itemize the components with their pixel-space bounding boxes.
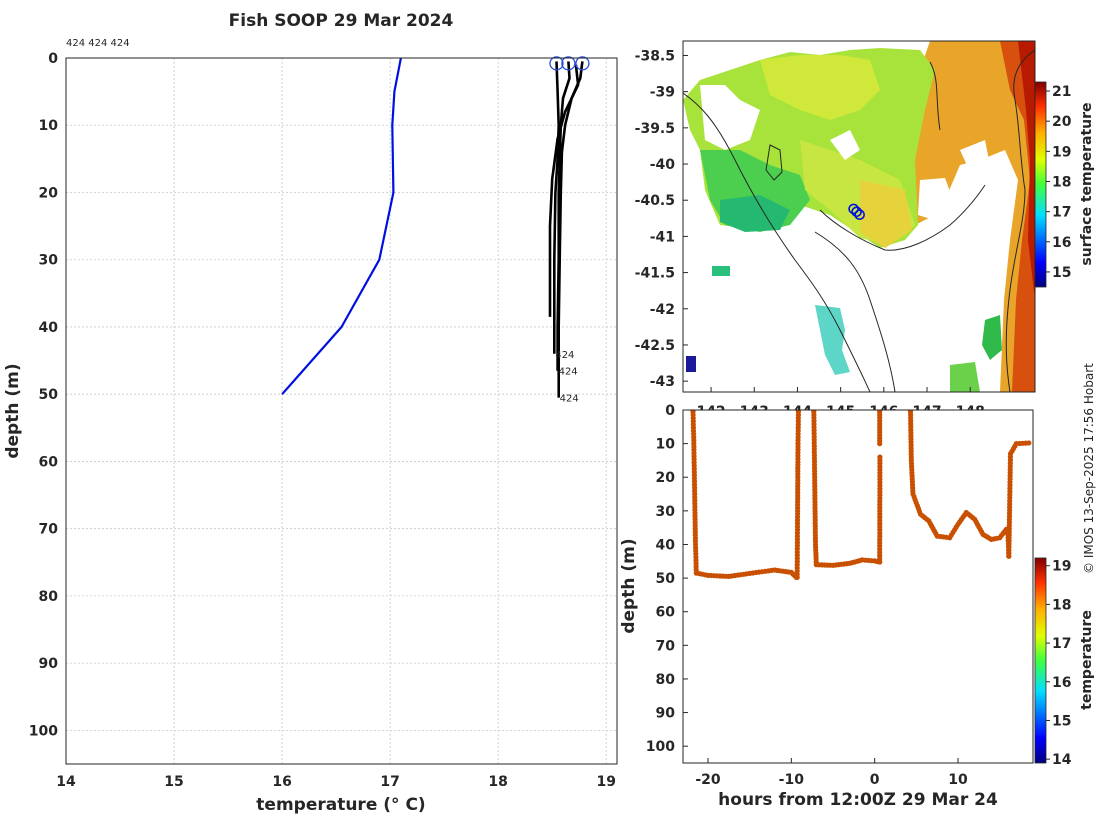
profile-line-reference bbox=[281, 58, 402, 395]
colorbar-tick-label: 21 bbox=[1052, 84, 1071, 100]
left-x-axis-label: temperature (° C) bbox=[256, 795, 425, 815]
x-tick-label: 18 bbox=[488, 774, 507, 790]
temperature-colorbar-ticks: 14 15 16 17 18 19 bbox=[1046, 559, 1072, 768]
y-tick-label: 20 bbox=[39, 185, 59, 201]
bottom-x-tick-label: 10 bbox=[948, 772, 968, 788]
colorbar-tick-label: 15 bbox=[1052, 265, 1071, 281]
map-y-tick-label: -39 bbox=[650, 85, 675, 101]
colorbar-tick-label: 18 bbox=[1052, 174, 1071, 190]
colorbar-tick-label: 18 bbox=[1052, 597, 1071, 613]
y-tick-label: 100 bbox=[29, 723, 58, 739]
y-tick-label: 60 bbox=[39, 454, 59, 470]
sst-field bbox=[683, 41, 1035, 392]
bottom-y-tick-label: 10 bbox=[656, 437, 676, 453]
profile-id-tag: 424 bbox=[555, 350, 574, 361]
y-tick-label: 80 bbox=[39, 589, 59, 605]
map-y-tick-label: -42 bbox=[650, 302, 675, 318]
bottom-x-tick-labels: -20 -10 0 10 bbox=[695, 758, 968, 788]
map-y-tick-label: -39.5 bbox=[635, 121, 675, 137]
y-tick-label: 90 bbox=[39, 656, 59, 672]
profile-start-marker bbox=[561, 56, 576, 71]
bottom-axes-frame bbox=[682, 409, 1034, 764]
y-tick-label: 0 bbox=[48, 51, 58, 67]
sst-colorbar-ticks: 15 16 17 18 19 20 21 bbox=[1046, 84, 1072, 281]
colorbar-tick-label: 17 bbox=[1052, 636, 1071, 652]
y-tick-label: 30 bbox=[39, 253, 59, 269]
bottom-x-axis-label: hours from 12:00Z 29 Mar 24 bbox=[718, 790, 998, 810]
profile-id-tag: 424 bbox=[560, 394, 579, 405]
profile-line-profile-4 bbox=[548, 64, 580, 317]
bottom-y-tick-label: 20 bbox=[656, 470, 676, 486]
map-y-tick-label: -40.5 bbox=[635, 193, 675, 209]
colorbar-tick-label: 20 bbox=[1052, 114, 1072, 130]
y-tick-label: 50 bbox=[39, 387, 59, 403]
y-tick-label: 70 bbox=[39, 522, 59, 538]
x-tick-label: 19 bbox=[596, 774, 615, 790]
station-marker bbox=[848, 203, 859, 215]
profile-line-profile-1 bbox=[553, 61, 560, 354]
surface-temperature-map: 142143144145146147148 -38.5-39-39.5-40-4… bbox=[635, 40, 1095, 420]
bottom-x-tick-label: -20 bbox=[695, 772, 721, 788]
colorbar-tick-label: 19 bbox=[1052, 559, 1071, 575]
profile-tags-label: 424 424 424 bbox=[66, 38, 130, 49]
colorbar-tick-label: 14 bbox=[1052, 752, 1072, 768]
colorbar-tick-label: 15 bbox=[1052, 713, 1071, 729]
map-y-tick-label: -41 bbox=[650, 229, 675, 245]
map-y-tick-label: -42.5 bbox=[635, 338, 675, 354]
track-point bbox=[877, 454, 883, 460]
profile-id-tag: 424 bbox=[559, 367, 578, 378]
map-y-tick-label: -38.5 bbox=[635, 48, 675, 64]
track-point bbox=[877, 410, 883, 415]
station-marker bbox=[851, 206, 862, 218]
map-y-tick-label: -40 bbox=[650, 157, 676, 173]
map-y-tick-label: -43 bbox=[650, 374, 675, 390]
figure-title: Fish SOOP 29 Mar 2024 bbox=[229, 11, 454, 31]
track-point bbox=[795, 410, 802, 415]
bottom-x-tick-label: -10 bbox=[779, 772, 805, 788]
bottom-y-tick-label: 30 bbox=[656, 504, 676, 520]
y-tick-labels: 0 10 20 30 40 50 60 70 80 90 100 bbox=[29, 51, 58, 739]
bottom-y-tick-label: 40 bbox=[656, 537, 676, 553]
sst-colorbar bbox=[1034, 81, 1047, 288]
y-tick-label: 40 bbox=[39, 320, 59, 336]
colorbar-tick-label: 17 bbox=[1052, 205, 1071, 221]
station-marker bbox=[854, 209, 865, 220]
temperature-colorbar-label: temperature bbox=[1079, 610, 1095, 710]
x-tick-label: 16 bbox=[272, 774, 291, 790]
bottom-y-tick-label: 100 bbox=[646, 739, 675, 755]
left-axes-frame bbox=[65, 57, 618, 765]
profile-start-marker bbox=[575, 56, 590, 71]
bottom-y-tick-labels: 0 10 20 30 40 50 60 70 80 90 100 bbox=[646, 403, 688, 755]
x-tick-label: 17 bbox=[380, 774, 399, 790]
x-tick-labels: 14 15 16 17 18 19 bbox=[56, 774, 616, 790]
bottom-y-tick-label: 0 bbox=[665, 403, 675, 419]
track-point bbox=[1026, 440, 1032, 446]
bottom-y-tick-label: 90 bbox=[656, 706, 676, 722]
map-y-tick-labels: -38.5 -39 -39.5 -40 -40.5 -41 -41.5 -42 -42.5 -43 bbox=[635, 48, 688, 390]
sst-colorbar-label: surface temperature bbox=[1079, 102, 1095, 265]
profile-start-marker bbox=[549, 56, 564, 71]
x-tick-label: 14 bbox=[56, 774, 76, 790]
colorbar-tick-label: 19 bbox=[1052, 144, 1071, 160]
credit-text: © IMOS 13-Sep-2025 17:56 Hobart bbox=[1082, 363, 1096, 574]
bottom-y-tick-label: 70 bbox=[656, 638, 676, 654]
bottom-y-tick-label: 80 bbox=[656, 672, 676, 688]
temperature-colorbar bbox=[1034, 557, 1047, 764]
colorbar-tick-label: 16 bbox=[1052, 675, 1071, 691]
map-y-tick-label: -41.5 bbox=[635, 266, 675, 282]
x-tick-label: 15 bbox=[164, 774, 183, 790]
bottom-x-tick-label: 0 bbox=[870, 772, 880, 788]
y-tick-label: 10 bbox=[39, 118, 59, 134]
bottom-y-tick-label: 60 bbox=[656, 605, 676, 621]
temperature-depth-profile-plot: 14 15 16 17 18 19 0 10 20 30 40 50 60 70 80 90 100 424 4… bbox=[3, 38, 618, 815]
depth-time-plot: -20 -10 0 10 0 10 20 30 40 50 60 70 80 90 100 hours f… bbox=[619, 403, 1095, 810]
bottom-y-axis-label: depth (m) bbox=[619, 538, 639, 633]
left-y-axis-label: depth (m) bbox=[3, 363, 23, 458]
bottom-y-tick-label: 50 bbox=[656, 571, 676, 587]
colorbar-tick-label: 16 bbox=[1052, 235, 1071, 251]
